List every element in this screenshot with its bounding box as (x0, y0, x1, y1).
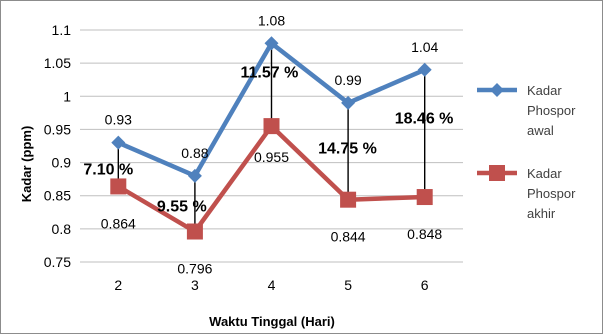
legend-entry-text: Kadar (527, 166, 562, 181)
data-point (186, 223, 203, 240)
legend-entry-text: Kadar (527, 83, 562, 98)
x-tick-label: 2 (114, 277, 122, 293)
data-label: 1.04 (411, 39, 438, 55)
data-point (341, 95, 356, 110)
percent-annotation: 14.75 % (318, 140, 377, 157)
percent-annotation: 18.46 % (395, 110, 454, 127)
y-tick-label: 0.95 (44, 121, 71, 137)
data-label: 0.796 (177, 261, 212, 277)
x-tick-label: 5 (344, 277, 352, 293)
data-label: 0.88 (181, 145, 208, 161)
percent-annotation: 11.57 % (241, 64, 299, 81)
x-tick-label: 4 (268, 277, 276, 293)
legend-entry-text: akhir (527, 206, 556, 221)
data-point (263, 118, 280, 135)
y-tick-label: 1.1 (52, 22, 72, 38)
data-point (416, 189, 433, 206)
y-axis-label: Kadar (ppm) (19, 126, 34, 203)
data-label: 0.93 (105, 112, 132, 128)
x-axis-label: Waktu Tinggal (Hari) (209, 314, 335, 329)
x-tick-labels: 2 3 4 5 6 (114, 277, 428, 293)
y-tick-label: 0.8 (52, 221, 72, 237)
data-point (340, 191, 357, 208)
y-tick-label: 1.05 (44, 55, 71, 71)
percent-annotation: 7.10 % (83, 162, 133, 179)
difference-lines (117, 43, 426, 232)
x-tick-label: 6 (421, 277, 429, 293)
data-label: 0.848 (407, 226, 442, 242)
data-point (110, 178, 127, 195)
data-label: 0.955 (254, 149, 289, 165)
y-tick-label: 0.9 (52, 155, 72, 171)
legend-swatch-marker (490, 83, 504, 97)
y-tick-labels: 0.75 0.8 0.85 0.9 0.95 1 1.05 1.1 (44, 22, 71, 270)
legend-entry-text: Phospor (527, 186, 576, 201)
data-point (187, 168, 202, 183)
percent-annotations: 7.10 % 9.55 % 11.57 % 14.75 % 18.46 % (83, 64, 453, 215)
data-label: 0.844 (331, 229, 366, 245)
y-tick-label: 0.85 (44, 188, 71, 204)
legend-entry-text: awal (527, 123, 554, 138)
data-label: 0.99 (334, 72, 361, 88)
x-tick-label: 3 (191, 277, 199, 293)
legend: Kadar Phospor awal Kadar Phospor akhir (477, 83, 576, 221)
percent-annotation: 9.55 % (157, 199, 207, 216)
legend-swatch-marker (489, 165, 505, 181)
y-tick-label: 0.75 (44, 254, 71, 270)
data-labels: 0.93 0.88 1.08 0.99 1.04 0.864 0.796 0.955 0.844… (101, 12, 443, 276)
series (110, 36, 433, 240)
data-point (111, 135, 126, 150)
legend-entry-text: Phospor (527, 103, 576, 118)
y-tick-label: 1 (63, 88, 71, 104)
data-label: 0.864 (101, 215, 136, 231)
data-label: 1.08 (258, 12, 285, 28)
data-point (417, 62, 432, 77)
data-point (264, 36, 279, 51)
